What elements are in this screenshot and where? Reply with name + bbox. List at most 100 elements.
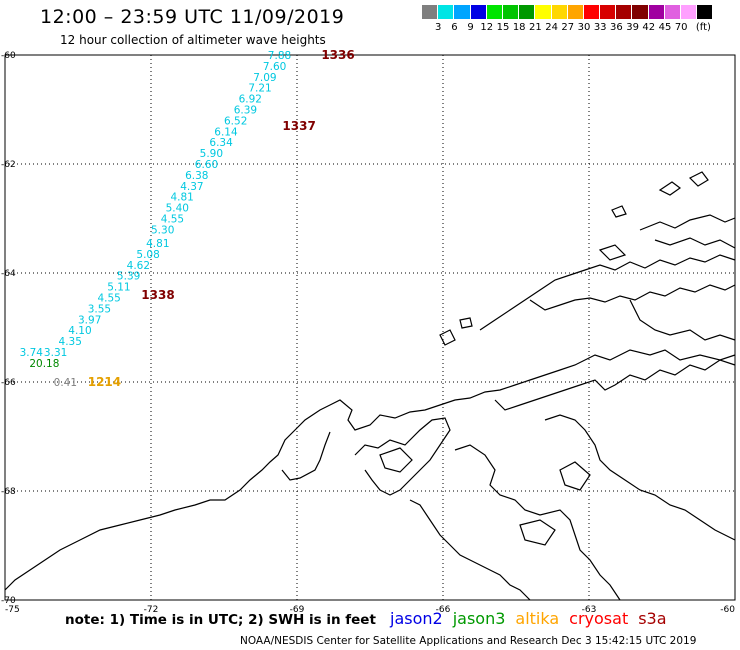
swh-value: 6.52: [224, 115, 247, 127]
color-scale-label: 70: [674, 22, 688, 33]
color-swatch: [519, 5, 536, 19]
swh-value: 3.97: [78, 314, 101, 326]
color-scale-label: 12: [480, 22, 494, 33]
swh-value: 4.55: [161, 214, 184, 226]
swh-value: 3.55: [88, 303, 111, 315]
swh-value: 4.81: [170, 192, 193, 204]
coast-segment: [494, 359, 736, 411]
page-title: 12:00 – 23:59 UTC 11/09/2019: [40, 6, 345, 28]
color-swatch: [535, 5, 552, 19]
color-swatch: [697, 5, 714, 19]
satellite-jason3: jason3: [452, 609, 506, 628]
color-swatch: [600, 5, 617, 19]
pass-number: 1336: [321, 48, 354, 62]
swh-value: 4.37: [180, 181, 203, 193]
swh-value: 6.34: [209, 137, 233, 149]
color-swatch: [502, 5, 520, 19]
color-scale-label: 36: [610, 22, 623, 33]
map-frame: [4, 54, 736, 601]
color-scale-label: 6: [451, 22, 458, 33]
lon-tick-label: -63: [582, 605, 597, 615]
color-swatch: [583, 5, 601, 19]
satellite-altika: altika: [515, 609, 560, 628]
color-scale-labels: 3 6 9 12 15 18 21 24 27 30 33 36 39 42 45 70 (ft): [422, 22, 740, 36]
color-swatch: [632, 5, 649, 19]
coastline: [4, 171, 736, 601]
swh-value: 3.31: [44, 347, 67, 359]
color-scale-label: 42: [642, 22, 656, 33]
lat-tick-label: -62: [1, 160, 16, 170]
satellite-legend: jason2 jason3 altika cryosat s3a: [390, 609, 677, 628]
lat-tick-label: -66: [1, 378, 16, 388]
coast-segment: [629, 299, 736, 341]
color-swatch: [664, 5, 681, 19]
swh-value: 7.88: [268, 50, 291, 62]
lat-tick-label: -70: [1, 596, 16, 606]
coast-segment: [281, 431, 331, 481]
coast-segment: [354, 417, 451, 496]
swh-value: 20.18: [29, 358, 59, 370]
color-scale-label: 45: [658, 22, 672, 33]
swh-value: 6.14: [214, 126, 238, 138]
lon-tick-label: -66: [436, 605, 451, 615]
coast-segment: [409, 499, 531, 601]
color-scale-label: 39: [626, 22, 639, 33]
color-swatch: [454, 5, 471, 19]
color-scale-label: 3: [435, 22, 442, 33]
color-scale-label: 9: [467, 22, 474, 33]
lon-tick-label: -72: [144, 605, 159, 615]
satellite-cryosat: cryosat: [569, 609, 629, 628]
swh-value: 4.10: [68, 325, 91, 337]
island: [598, 244, 627, 261]
swh-value: 5.30: [151, 224, 174, 236]
lat-tick-label: -60: [1, 51, 16, 61]
color-scale-label: 21: [529, 22, 542, 33]
pass-numbers: 1336 1337 1338 1214: [88, 48, 355, 389]
color-swatch: [648, 5, 665, 19]
swh-value: 3.74: [20, 347, 44, 359]
swh-value: 4.62: [127, 260, 150, 272]
swh-value: 6.39: [234, 105, 257, 117]
coast-segment: [479, 254, 736, 331]
swh-value: 4.81: [146, 238, 169, 250]
island: [559, 461, 591, 491]
swh-value: 5.39: [117, 271, 140, 283]
color-scale-label: 15: [496, 22, 510, 33]
island: [658, 181, 682, 196]
swh-value: 5.11: [107, 282, 130, 294]
swh-value: 0.41: [54, 377, 77, 389]
lat-lon-grid: -60 -62 -64 -66 -68 -70-75 -72 -69 -66 -63 -60: [1, 51, 735, 615]
coast-segment: [529, 284, 736, 311]
color-scale-label: 24: [545, 22, 558, 33]
swh-value: 7.09: [253, 72, 276, 84]
swh-value: 4.35: [59, 336, 82, 348]
satellite-s3a: s3a: [638, 609, 667, 628]
island: [654, 237, 736, 249]
pass-number: 1337: [282, 119, 315, 133]
color-scale-label: 27: [561, 22, 575, 33]
island: [639, 214, 736, 231]
swh-value: 6.38: [185, 170, 208, 182]
island: [439, 329, 456, 346]
island: [611, 205, 627, 218]
credit-line: NOAA/NESDIS Center for Satellite Applica…: [240, 635, 697, 647]
swh-value: 5.40: [166, 203, 189, 215]
color-swatch: [438, 5, 455, 19]
island: [519, 519, 556, 546]
island: [379, 447, 413, 473]
swh-value: 6.92: [239, 94, 262, 106]
swh-value: 7.21: [248, 83, 271, 95]
island: [459, 317, 473, 329]
color-swatch: [567, 5, 584, 19]
satellite-jason2: jason2: [390, 609, 443, 628]
pass-number: 1338: [141, 288, 174, 302]
color-scale-label: 30: [577, 22, 591, 33]
lat-tick-label: -68: [1, 487, 16, 497]
swh-value: 4.55: [97, 293, 120, 305]
lat-tick-label: -64: [1, 269, 16, 279]
color-scale-label: 33: [593, 22, 607, 33]
swh-observations: 7.887.607.097.216.926.396.526.146.345.90…: [20, 50, 292, 389]
lon-tick-label: -60: [720, 605, 735, 615]
color-swatch: [551, 5, 568, 19]
color-swatch: [422, 5, 439, 19]
